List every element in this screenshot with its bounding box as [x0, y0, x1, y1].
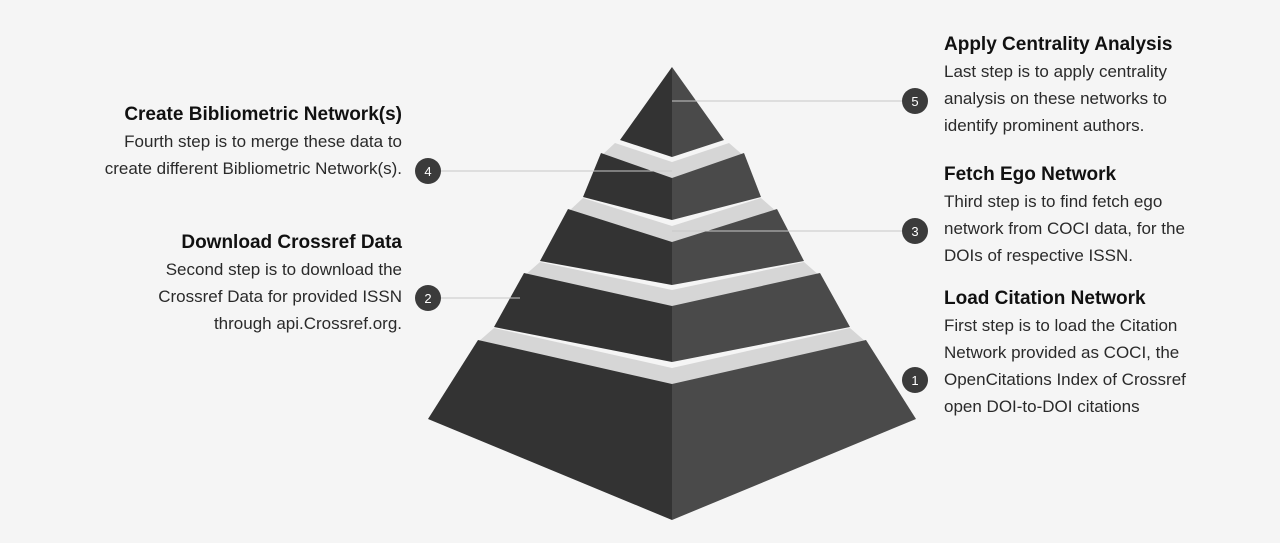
step-badge-1: 1: [902, 367, 928, 393]
tier-3-right-face: [672, 209, 804, 285]
badge-circle: [902, 367, 928, 393]
pyramid-tier-1: [428, 340, 916, 520]
badge-circle: [415, 158, 441, 184]
step-4-block: Create Bibliometric Network(s) Fourth st…: [72, 102, 402, 182]
tier-4-left-face: [583, 153, 672, 220]
tier-2-left-face: [494, 273, 672, 362]
badge-number: 1: [911, 373, 918, 388]
badge-number: 4: [424, 164, 431, 179]
pyramid-tier-4: [583, 153, 761, 220]
badge-number: 5: [911, 94, 918, 109]
badge-circle: [415, 285, 441, 311]
step-2-description: Second step is to download the Crossref …: [158, 260, 402, 333]
pyramid-tier-2: [494, 273, 850, 362]
separator-band-3-4: [568, 198, 777, 247]
step-3-description: Third step is to find fetch ego network …: [944, 192, 1185, 265]
step-badge-3: 3: [902, 218, 928, 244]
step-3-block: Fetch Ego Network Third step is to find …: [944, 162, 1244, 269]
step-2-block: Download Crossref Data Second step is to…: [102, 230, 402, 337]
tier-5-right-face: [672, 67, 724, 157]
tier-5-left-face: [620, 67, 672, 157]
step-5-title: Apply Centrality Analysis: [944, 34, 1173, 55]
badge-circle: [902, 88, 928, 114]
connector-lines: [441, 100, 902, 299]
step-1-block: Load Citation Network First step is to l…: [944, 286, 1244, 420]
tier-4-right-face: [672, 153, 761, 220]
step-2-title: Download Crossref Data: [181, 232, 402, 253]
step-badge-5: 5: [902, 88, 928, 114]
tier-3-left-face: [540, 209, 672, 285]
step-3-title: Fetch Ego Network: [944, 164, 1117, 185]
separator-band-4-5: [601, 143, 744, 183]
pyramid-tier-3: [540, 209, 804, 285]
tier-2-right-face: [672, 273, 850, 362]
pyramid-tier-5: [620, 67, 724, 157]
badge-number: 3: [911, 224, 918, 239]
step-badge-4: 4: [415, 158, 441, 184]
step-1-title: Load Citation Network: [944, 288, 1146, 309]
step-4-title: Create Bibliometric Network(s): [124, 104, 402, 125]
step-badge-2: 2: [415, 285, 441, 311]
badge-circle: [902, 218, 928, 244]
tier-1-left-face: [428, 340, 672, 520]
step-5-block: Apply Centrality Analysis Last step is t…: [944, 32, 1244, 139]
tier-1-right-face: [672, 340, 916, 520]
step-5-description: Last step is to apply centrality analysi…: [944, 62, 1168, 135]
step-1-description: First step is to load the Citation Netwo…: [944, 316, 1186, 416]
step-4-description: Fourth step is to merge these data to cr…: [104, 132, 402, 178]
badge-number: 2: [424, 291, 431, 306]
